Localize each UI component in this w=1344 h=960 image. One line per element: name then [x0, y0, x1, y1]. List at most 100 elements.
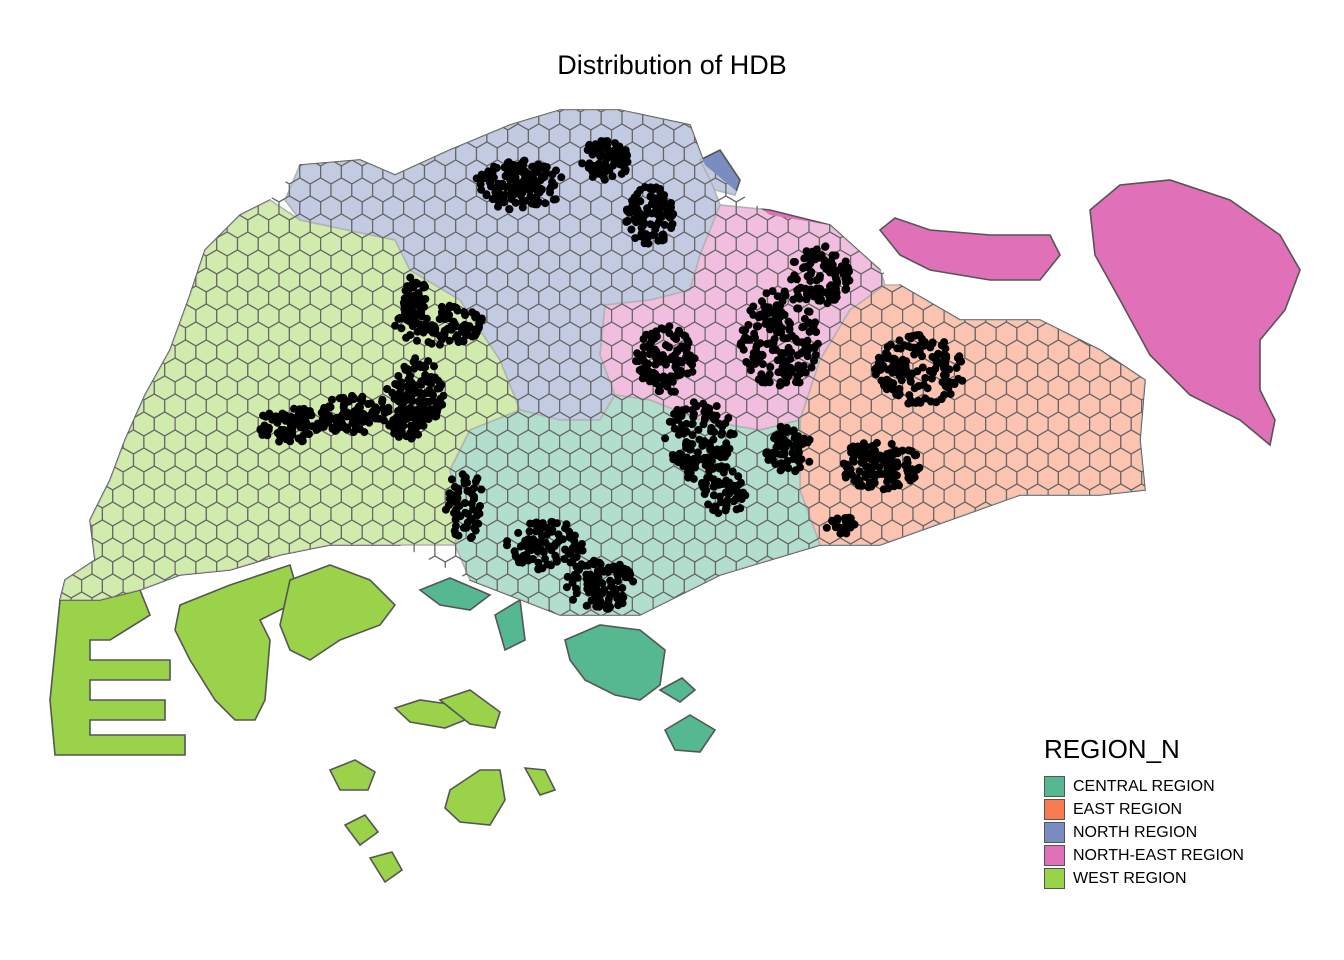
hdb-point: [509, 160, 518, 169]
hex-cell: [81, 249, 103, 275]
hdb-point: [946, 390, 955, 398]
hex-cell: [850, 609, 872, 615]
hex-cell: [1068, 231, 1091, 257]
hdb-point: [693, 448, 702, 457]
hdb-point: [501, 183, 510, 192]
hex-cell: [1130, 110, 1145, 113]
hex-cell: [1130, 159, 1145, 185]
hdb-point: [884, 484, 893, 493]
hex-cell: [860, 123, 883, 149]
hdb-point: [600, 168, 609, 177]
hdb-point: [840, 526, 849, 535]
central-region-sentosa: [564, 624, 666, 701]
hex-cell: [288, 110, 311, 131]
hdb-point: [548, 518, 557, 527]
hdb-point: [882, 349, 891, 358]
hdb-point: [390, 429, 399, 438]
hdb-point: [445, 336, 454, 345]
hdb-point: [408, 322, 417, 330]
hex-cell: [850, 141, 872, 167]
hex-cell: [1089, 159, 1111, 185]
hex-cell: [30, 232, 51, 256]
hex-cell: [922, 110, 945, 113]
hex-cell: [1005, 555, 1028, 581]
hdb-point: [542, 163, 551, 172]
hex-cell: [1089, 123, 1111, 149]
hdb-point: [842, 284, 851, 293]
hex-cell: [756, 123, 779, 149]
hdb-point: [883, 465, 892, 473]
hex-cell: [101, 429, 124, 455]
hex-cell: [860, 231, 883, 257]
hex-cell: [829, 537, 852, 563]
hex-cell: [985, 159, 1008, 185]
hdb-point: [582, 570, 591, 579]
hdb-point: [572, 553, 581, 561]
hdb-point: [773, 356, 782, 365]
hdb-point: [874, 353, 883, 362]
hdb-point: [941, 366, 950, 375]
hex-cell: [694, 110, 717, 113]
hex-cell: [340, 110, 363, 113]
hdb-point: [854, 442, 862, 451]
hex-cell: [829, 141, 852, 167]
hdb-point: [659, 230, 668, 239]
hdb-point: [429, 391, 437, 400]
hdb-point: [552, 166, 560, 175]
hdb-point: [421, 363, 430, 372]
legend-item-north: NORTH REGION: [1044, 821, 1244, 844]
hex-cell: [236, 110, 259, 113]
hdb-point: [721, 506, 730, 515]
hex-cell: [1057, 213, 1080, 239]
hdb-point: [819, 262, 828, 271]
hdb-point: [792, 378, 800, 387]
hex-cell: [60, 177, 62, 203]
hdb-point: [759, 373, 768, 382]
hdb-point: [453, 331, 462, 340]
hdb-point: [453, 306, 462, 315]
hdb-point: [637, 229, 646, 238]
hdb-point: [661, 434, 670, 443]
hex-cell: [933, 110, 956, 131]
hex-cell: [122, 110, 145, 131]
hdb-point: [777, 349, 786, 357]
hex-cell: [392, 141, 415, 167]
hdb-point: [782, 428, 791, 437]
hdb-point: [295, 405, 304, 414]
hex-cell: [226, 177, 249, 203]
hex-cell: [798, 159, 820, 185]
hex-cell: [413, 110, 436, 131]
central-region-pasir-panjang-wharf: [418, 577, 492, 611]
hex-cell: [1089, 110, 1111, 113]
hdb-point: [849, 457, 858, 466]
hdb-point: [652, 355, 661, 364]
hex-cell: [60, 177, 83, 203]
hex-cell: [60, 303, 72, 329]
legend-item-west: WEST REGION: [1044, 867, 1244, 890]
hdb-point: [466, 515, 475, 523]
hex-cell: [1016, 177, 1039, 203]
hdb-point: [548, 177, 557, 186]
hex-cell: [673, 591, 696, 615]
hex-cell: [475, 609, 498, 615]
hdb-point: [401, 286, 410, 295]
hex-cell: [1078, 609, 1101, 615]
hdb-point: [811, 351, 820, 359]
hdb-point: [401, 365, 410, 374]
hex-cell: [891, 110, 914, 131]
hdb-point: [789, 426, 798, 435]
hex-cell: [122, 141, 145, 167]
hex-cell: [112, 303, 135, 329]
hex-cell: [257, 159, 280, 185]
legend-swatch-north: [1044, 822, 1065, 843]
hdb-point: [552, 557, 561, 566]
hex-cell: [777, 110, 800, 113]
hex-cell: [902, 591, 924, 615]
hdb-point: [903, 458, 912, 467]
hex-cell: [91, 231, 114, 257]
hdb-point: [688, 406, 697, 414]
hdb-point: [344, 397, 353, 406]
hdb-point: [477, 185, 486, 194]
hdb-point: [895, 390, 904, 399]
hdb-point: [773, 292, 782, 301]
